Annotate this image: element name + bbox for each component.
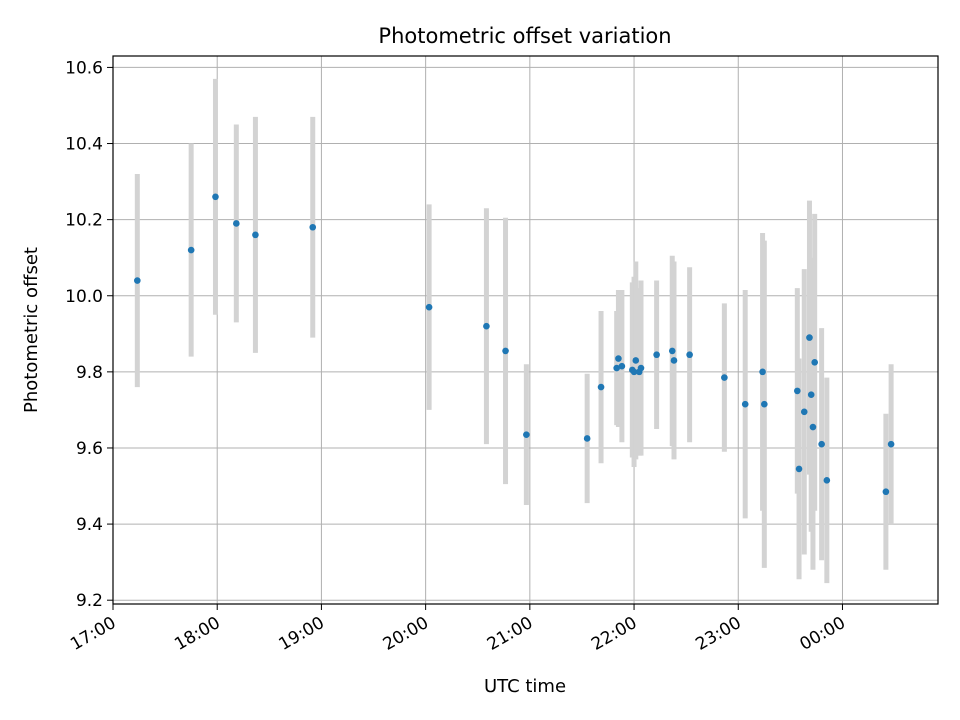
data-point xyxy=(425,303,433,311)
y-axis-label: Photometric offset xyxy=(21,247,42,413)
y-tick-label: 9.4 xyxy=(76,515,103,535)
data-point xyxy=(233,220,240,227)
x-axis-label: UTC time xyxy=(484,676,566,697)
y-tick-label: 10.6 xyxy=(65,58,103,78)
data-point xyxy=(882,488,890,496)
data-point xyxy=(653,351,660,359)
plot-frame xyxy=(112,55,939,605)
data-point xyxy=(887,440,895,448)
y-tick-label: 9.2 xyxy=(76,591,103,611)
data-point xyxy=(502,347,509,355)
y-tick-label: 10.2 xyxy=(65,211,103,231)
data-point xyxy=(632,357,640,364)
data-point xyxy=(668,347,676,355)
data-point xyxy=(523,431,530,438)
data-point xyxy=(721,374,728,381)
data-point xyxy=(583,435,591,442)
data-point xyxy=(637,364,645,372)
data-point xyxy=(741,400,749,408)
data-point xyxy=(483,322,490,330)
chart-title: Photometric offset variation xyxy=(378,24,671,48)
data-point xyxy=(618,362,626,370)
data-point xyxy=(670,357,678,364)
data-point xyxy=(795,465,803,473)
data-point xyxy=(794,387,801,395)
data-point xyxy=(809,423,817,431)
y-tick-label: 10.4 xyxy=(65,135,103,155)
data-points xyxy=(134,193,895,496)
data-point xyxy=(807,391,815,398)
data-point xyxy=(818,440,825,448)
data-point xyxy=(759,368,766,376)
data-point xyxy=(811,359,818,366)
data-point xyxy=(613,364,620,372)
data-point xyxy=(252,231,259,239)
data-point xyxy=(134,277,141,284)
data-point xyxy=(823,477,831,484)
data-point xyxy=(309,223,317,231)
data-point xyxy=(212,193,219,201)
data-point xyxy=(630,368,638,376)
data-point xyxy=(615,355,622,362)
y-tick-label: 10.0 xyxy=(65,287,103,307)
data-point xyxy=(800,408,808,416)
data-point xyxy=(686,351,693,359)
y-tick-label: 9.8 xyxy=(76,363,103,383)
data-point xyxy=(761,400,768,408)
data-point xyxy=(597,383,605,391)
y-tick-label: 9.6 xyxy=(76,439,103,459)
data-point xyxy=(806,334,813,341)
data-point xyxy=(187,246,195,254)
